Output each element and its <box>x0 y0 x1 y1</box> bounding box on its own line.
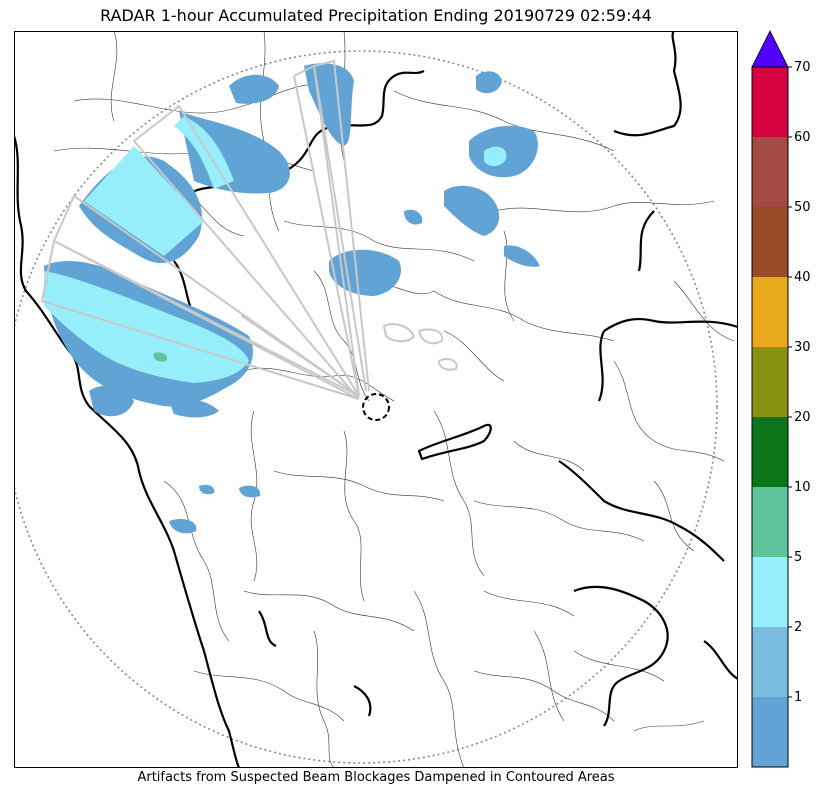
precip-max-cell <box>153 352 168 362</box>
colorbar-bin <box>752 627 788 697</box>
precip-cluster-east <box>444 185 500 236</box>
colorbar-tick-label: 60 <box>794 130 811 145</box>
colorbar-tick-label: 40 <box>794 270 811 285</box>
colorbar-bin <box>752 697 788 767</box>
colorbar-extend-arrow <box>751 30 789 68</box>
map-caption: Artifacts from Suspected Beam Blockages … <box>137 770 615 785</box>
radar-site-circle <box>362 393 390 421</box>
colorbar-bin <box>752 347 788 417</box>
precip-cluster-north <box>229 74 279 104</box>
precip-region-west-north <box>179 111 290 194</box>
precip-cluster-center-north <box>329 249 402 296</box>
precip-cluster-small-n <box>404 209 423 225</box>
colorbar-bin <box>752 137 788 207</box>
precip-cluster-south-c <box>169 519 197 534</box>
colorbar-tick-label: 5 <box>794 550 802 565</box>
radar-map <box>14 31 738 768</box>
colorbar-tick-label: 10 <box>794 480 811 495</box>
colorbar-tick-label: 30 <box>794 340 811 355</box>
precip-band-west-south <box>44 271 249 383</box>
colorbar-tick-label: 20 <box>794 410 811 425</box>
precip-cluster-small-e <box>504 245 540 267</box>
map-title: RADAR 1-hour Accumulated Precipitation E… <box>100 6 652 25</box>
precip-cluster-south-b <box>239 485 261 498</box>
state-boundaries <box>14 31 738 768</box>
map-frame <box>14 31 738 768</box>
precip-cluster-small-ne <box>476 71 502 94</box>
beam-blockage-contours <box>41 60 458 400</box>
colorbar-tick-label: 70 <box>794 60 811 75</box>
colorbar-bin <box>752 207 788 277</box>
colorbar-tick-label: 50 <box>794 200 811 215</box>
colorbar: 1 2 5 10 20 30 40 50 60 70 <box>751 30 811 768</box>
precip-cluster-coast <box>89 385 134 417</box>
colorbar-bin <box>752 277 788 347</box>
radar-range-ring <box>14 50 718 764</box>
colorbar-tick-label: 1 <box>794 690 802 705</box>
precip-band-west-mid <box>84 146 204 256</box>
colorbar-bin <box>752 557 788 627</box>
precip-core-northeast <box>484 146 507 167</box>
colorbar-bin <box>752 487 788 557</box>
precip-cluster-south-west <box>169 399 219 418</box>
colorbar-tick-label: 2 <box>794 620 802 635</box>
precipitation-areas <box>44 63 540 534</box>
colorbar-bin <box>752 67 788 137</box>
precip-cluster-south-a <box>199 484 215 495</box>
colorbar-bin <box>752 417 788 487</box>
